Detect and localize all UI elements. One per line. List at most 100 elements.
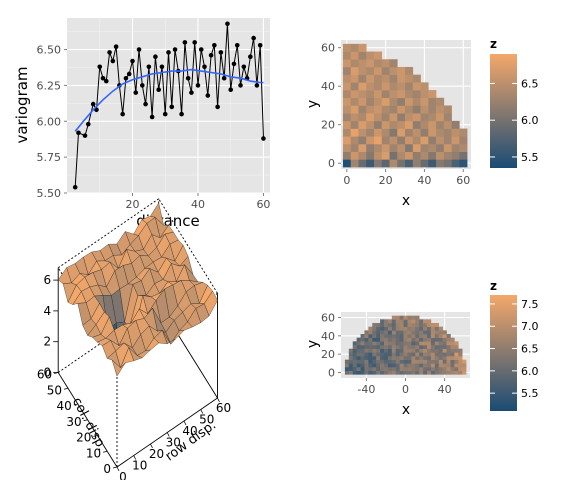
heatmap-bottom-cell xyxy=(387,326,393,331)
heatmap-bottom-cell xyxy=(384,370,389,375)
surface-ztick-label: 6 xyxy=(44,273,52,287)
heatmap-bottom-cell xyxy=(391,352,397,357)
heatmap-bottom-cell xyxy=(380,323,385,327)
heatmap-bottom-cell xyxy=(403,367,408,371)
heatmap-top-cell xyxy=(428,159,437,168)
heatmap-bottom-cell xyxy=(364,348,369,353)
heatmap-bottom-cell xyxy=(427,352,432,357)
heatmap-bottom-cell xyxy=(407,337,412,342)
heatmap-top-cell xyxy=(428,113,437,122)
heatmap-bottom-cell xyxy=(430,363,436,368)
surface-xtick-mark xyxy=(200,409,204,414)
heatmap-bottom-cell xyxy=(442,352,447,357)
surface-ytick-label: 20 xyxy=(76,431,91,445)
heatmap-top-cell xyxy=(389,97,398,106)
heatmap-bottom-cell xyxy=(407,348,412,353)
heatmap-bottom-cell xyxy=(434,370,440,375)
heatmap-top-cell xyxy=(342,97,352,106)
heatmap-top-cell xyxy=(366,74,375,83)
heatmap-top-cell xyxy=(366,66,375,75)
heatmap-bottom-cell xyxy=(380,356,385,360)
variogram-point xyxy=(103,78,109,84)
heatmap-bottom-cell xyxy=(434,334,440,338)
heatmap-top-cell xyxy=(350,136,359,145)
heatmap-top-cell xyxy=(412,136,421,145)
heatmap-bottom-cell xyxy=(360,334,365,338)
heatmap-bottom-cell xyxy=(411,337,416,342)
heatmap-bottom-cell xyxy=(384,334,389,338)
variogram-point xyxy=(123,75,129,81)
heatmap-bottom-cell xyxy=(384,337,389,342)
heatmap-bottom-cell xyxy=(458,352,463,357)
heatmap-top-cell xyxy=(350,74,359,83)
heatmap-bottom-cell xyxy=(372,367,377,371)
heatmap-top-cell xyxy=(459,151,468,160)
heatmap-bottom-cell xyxy=(427,326,432,331)
heatmap-bottom-cell xyxy=(458,359,463,364)
heatmap-bottom-cell xyxy=(411,334,416,338)
heatmap-bottom-cell xyxy=(356,359,361,364)
variogram-point xyxy=(169,104,175,110)
heatmap-bottom-cell xyxy=(458,348,463,353)
heatmap-top-cell xyxy=(366,120,375,129)
heatmap-top-cell xyxy=(397,136,406,145)
heatmap-top-cell xyxy=(342,59,352,68)
variogram-xtick-label: 60 xyxy=(256,198,270,211)
variogram-point xyxy=(166,50,171,55)
variogram-point xyxy=(159,64,165,70)
heatmap-bottom-cell xyxy=(376,337,381,342)
heatmap-bottom-cell xyxy=(446,348,451,353)
heatmap-bottom-cell xyxy=(454,352,459,357)
heatmap-top-cell xyxy=(381,74,390,83)
heatmap-bottom-ticks: -40 0 40 0 20 40 60 xyxy=(321,312,452,397)
heatmap-bottom-cell xyxy=(364,363,369,368)
heatmap-top-cell xyxy=(358,59,367,68)
heatmap-bottom-cell xyxy=(411,315,416,320)
variogram-point xyxy=(198,47,204,52)
variogram-point xyxy=(208,52,214,58)
heatmap-top-cell xyxy=(358,51,367,60)
heatmap-bottom-cell xyxy=(356,356,361,360)
heatmap-bottom-cell xyxy=(376,330,381,335)
heatmap-bottom-cell xyxy=(376,334,381,338)
heatmap-bottom-cell xyxy=(427,359,432,364)
heatmap-bottom-cell xyxy=(395,337,400,342)
heatmap-bottom-cell xyxy=(356,370,361,375)
heatmap-bottom-cell xyxy=(376,363,381,368)
heatmap-bottom-cell xyxy=(442,348,447,353)
heatmap-bottom-cell xyxy=(415,348,420,353)
heatmap-bottom-cell xyxy=(376,367,381,371)
surface-box-edge-hidden xyxy=(57,198,159,269)
heatmap-top-cell xyxy=(389,143,398,152)
heatmap-top-cell xyxy=(350,159,359,168)
heatmap-bottom-cell xyxy=(415,330,420,335)
heatmap-bottom-cell xyxy=(419,352,424,357)
heatmap-bottom-cell xyxy=(399,345,404,349)
heatmap-bottom-cell xyxy=(399,319,404,324)
heatmap-top-cell xyxy=(389,113,398,122)
heatmap-bottom-cell xyxy=(391,334,397,338)
heatmap-top-cell xyxy=(342,43,352,52)
heatmap-bottom-cell xyxy=(384,319,389,324)
heatmap-top-cell xyxy=(342,82,352,91)
surface-xtick-label: 0 xyxy=(119,470,127,480)
variogram-point xyxy=(225,21,230,27)
heatmap-top-cell xyxy=(381,120,390,129)
surface-ytick-label: 50 xyxy=(47,383,62,397)
heatmap-bottom-cell xyxy=(415,341,420,346)
heatmap-bottom-ytick-label: 40 xyxy=(321,330,335,343)
heatmap-bottom-cell xyxy=(344,370,350,375)
heatmap-bottom-cell xyxy=(438,341,443,346)
heatmap-top-cell xyxy=(389,105,398,114)
heatmap-top-cell xyxy=(436,113,445,122)
heatmap-top-cell xyxy=(412,143,421,152)
heatmap-top-cell xyxy=(381,128,390,137)
heatmap-bottom-cell xyxy=(434,345,440,349)
variogram-point xyxy=(195,83,201,88)
heatmap-bottom-cell xyxy=(380,370,385,375)
heatmap-bottom-cell xyxy=(372,356,377,360)
heatmap-top-cell xyxy=(381,143,390,152)
variogram-point xyxy=(261,136,266,141)
